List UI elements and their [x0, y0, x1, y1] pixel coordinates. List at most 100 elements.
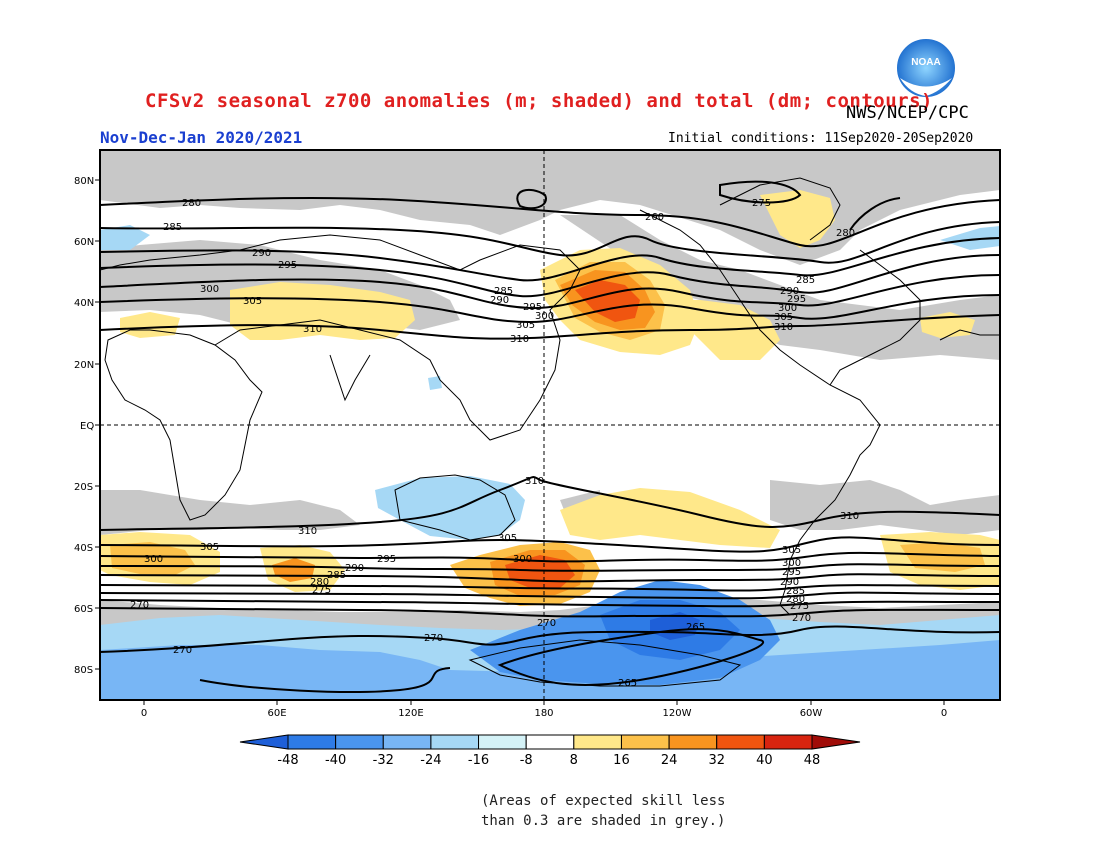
contour-label: 295: [787, 294, 806, 305]
colorbar-cell: [478, 734, 527, 750]
colorbar-cell: [716, 734, 765, 750]
contour-305-s: [100, 536, 1000, 553]
contour-310-s: [100, 476, 1000, 531]
contour-label: 300: [200, 284, 219, 295]
colorbar-cell: [430, 734, 480, 750]
contour-270-s2: [100, 625, 1000, 653]
contour-label: 310: [303, 324, 322, 335]
contour-265-antarctic: [497, 628, 764, 686]
initial-conditions: Initial conditions: 11Sep2020-20Sep2020: [668, 131, 974, 146]
coast-australia: [394, 474, 516, 541]
contour-label: 300: [144, 554, 163, 565]
colorbar-label: 24: [661, 753, 678, 768]
grid-lines: [100, 150, 1000, 700]
lat-label: 60N: [74, 237, 94, 248]
colorbar-cell: [668, 734, 718, 750]
contour-label: 285: [327, 570, 346, 581]
lat-label: EQ: [80, 421, 94, 432]
contour-label: 300: [778, 303, 797, 314]
contour-label: 275: [752, 198, 771, 209]
contour-label: 285: [786, 586, 805, 597]
colorbar-label: -48: [277, 753, 298, 768]
lon-label: 120W: [663, 708, 692, 719]
contour-305-n: [100, 294, 1000, 324]
coast-europe-west: [939, 329, 1000, 341]
contour-270-s: [100, 607, 1000, 618]
contour-label: 310: [840, 511, 859, 522]
contour-label: 290: [252, 248, 271, 259]
lat-label: 80N: [74, 176, 94, 187]
contour-label: 290: [780, 577, 799, 588]
contour-label: 310: [510, 334, 529, 345]
contour-label: 285: [494, 286, 513, 297]
lon-ticks: [143, 700, 945, 705]
contour-label: 270: [537, 618, 556, 629]
height-contours: [100, 180, 1000, 693]
contour-label: 290: [780, 286, 799, 297]
colorbar-cell: [620, 734, 670, 750]
noaa-logo-circle: [895, 37, 957, 99]
contour-label: 295: [377, 554, 396, 565]
agency-label: NWS/NCEP/CPC: [846, 103, 969, 123]
colorbar-label: 16: [613, 753, 630, 768]
colorbar-label: 40: [756, 753, 773, 768]
colorbar-arrow-left: [239, 734, 289, 750]
contour-label: 305: [782, 545, 801, 556]
contour-label: 285: [163, 222, 182, 233]
colorbar-cell: [287, 734, 337, 750]
colorbar-label: -24: [420, 753, 441, 768]
contour-label: 295: [278, 260, 297, 271]
colorbar-label: -8: [520, 753, 533, 768]
contour-275-n: [719, 180, 802, 204]
contour-label: 260: [645, 212, 664, 223]
coast-africa: [104, 329, 263, 521]
lat-label: 60S: [74, 604, 93, 615]
contour-polar-low-n: [516, 188, 547, 210]
contour-295-n: [100, 254, 1000, 298]
contour-label: 280: [836, 228, 855, 239]
lat-label: 80S: [74, 665, 93, 676]
positive-anomaly-areas: [100, 190, 1000, 606]
lon-label: 60W: [800, 708, 823, 719]
contour-label: 305: [498, 533, 517, 544]
noaa-logo-text: NOAA: [911, 57, 940, 68]
colorbar: -48 -40 -32 -24 -16 -8 8 16 24 32 40 48: [239, 734, 861, 768]
colorbar-cell: [763, 734, 813, 750]
colorbar-label: 48: [804, 753, 821, 768]
contour-label: 310: [298, 526, 317, 537]
contour-label: 280: [310, 577, 329, 588]
contour-label: 300: [782, 558, 801, 569]
coast-india: [329, 354, 371, 402]
lon-label: 0: [941, 708, 947, 719]
contour-280-s: [100, 591, 1000, 600]
contour-label: 265: [618, 678, 637, 689]
lat-label: 20S: [74, 482, 93, 493]
contour-label: 310: [774, 322, 793, 333]
contour-280-n: [100, 196, 1000, 248]
forecast-period: Nov-Dec-Jan 2020/2021: [100, 128, 303, 147]
lat-label: 40N: [74, 298, 94, 309]
contour-label: 300: [535, 311, 554, 322]
colorbar-label: 8: [570, 753, 578, 768]
contour-275-s: [100, 599, 1000, 608]
contour-label: 270: [130, 600, 149, 611]
contour-label: 305: [200, 542, 219, 553]
contour-label: 305: [516, 320, 535, 331]
lon-labels: 0 60E 120E 180 120W 60W 0: [141, 708, 947, 719]
colorbar-label: -40: [325, 753, 346, 768]
coast-greenland: [719, 177, 841, 241]
lat-ticks: [95, 179, 100, 670]
contour-label: 290: [490, 295, 509, 306]
skill-note: (Areas of expected skill less than 0.3 a…: [481, 793, 726, 829]
contour-label: 310: [525, 476, 544, 487]
contour-270-antarctic: [199, 667, 451, 693]
contour-285-n: [100, 221, 1000, 264]
contour-label: 295: [782, 567, 801, 578]
contour-300-s: [100, 551, 1000, 563]
colorbar-cell: [382, 734, 432, 750]
contour-290-n: [100, 237, 1000, 282]
contour-label: 300: [513, 554, 532, 565]
noaa-logo-bird: [900, 78, 952, 96]
contour-label: 285: [796, 275, 815, 286]
